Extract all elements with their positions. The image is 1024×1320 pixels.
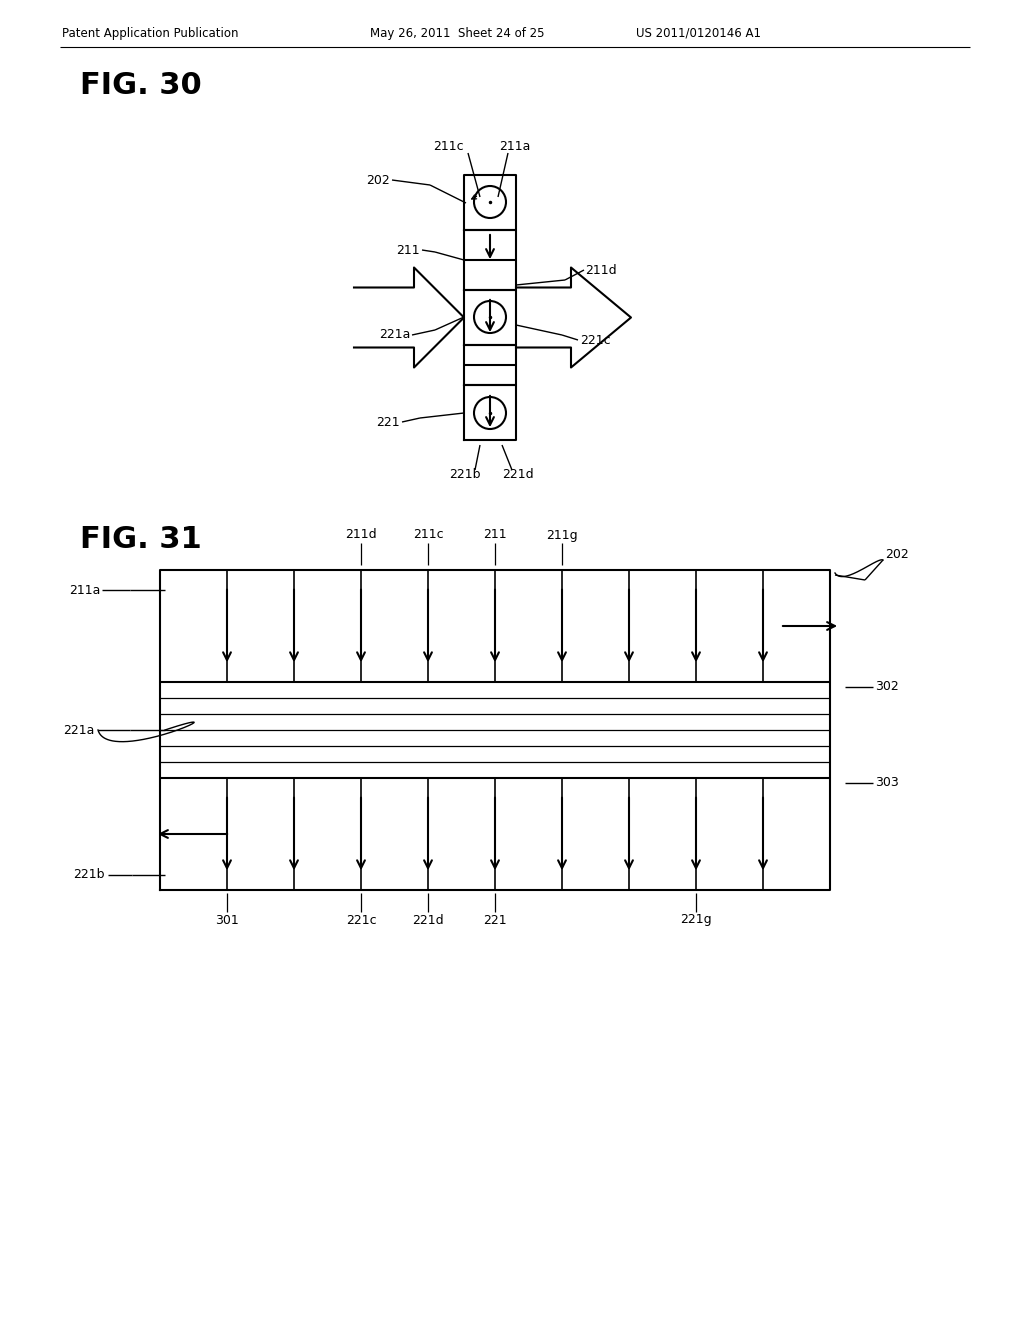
Text: 221: 221 (377, 416, 400, 429)
Text: 202: 202 (367, 173, 390, 186)
Text: 303: 303 (874, 776, 899, 789)
Text: 221d: 221d (413, 913, 443, 927)
Text: 202: 202 (885, 549, 908, 561)
Text: 211: 211 (483, 528, 507, 541)
Text: 211g: 211g (546, 528, 578, 541)
Text: FIG. 31: FIG. 31 (80, 525, 202, 554)
Text: Patent Application Publication: Patent Application Publication (62, 26, 239, 40)
Text: 221a: 221a (63, 723, 95, 737)
Text: 221d: 221d (502, 469, 534, 482)
Text: 221b: 221b (74, 869, 105, 882)
Text: 221: 221 (483, 913, 507, 927)
Text: FIG. 30: FIG. 30 (80, 70, 202, 99)
Text: 211c: 211c (433, 140, 463, 153)
Text: 221g: 221g (680, 913, 712, 927)
Text: 302: 302 (874, 681, 899, 693)
Text: 221a: 221a (379, 329, 410, 342)
Text: US 2011/0120146 A1: US 2011/0120146 A1 (636, 26, 761, 40)
Text: 221b: 221b (450, 469, 480, 482)
Text: 221c: 221c (346, 913, 376, 927)
Text: 211d: 211d (345, 528, 377, 541)
Text: 301: 301 (215, 913, 239, 927)
Text: 211a: 211a (500, 140, 530, 153)
Text: 211: 211 (396, 243, 420, 256)
Text: 211d: 211d (585, 264, 616, 276)
Text: 211a: 211a (69, 583, 100, 597)
Text: May 26, 2011  Sheet 24 of 25: May 26, 2011 Sheet 24 of 25 (370, 26, 545, 40)
Text: 221c: 221c (580, 334, 610, 346)
Text: 211c: 211c (413, 528, 443, 541)
